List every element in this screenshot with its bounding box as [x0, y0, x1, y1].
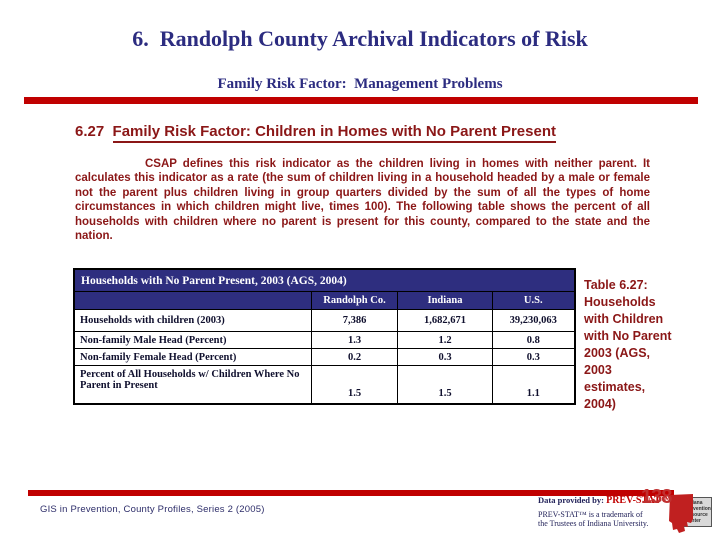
column-header-us: U.S.	[492, 291, 575, 310]
logo-line: Indiana	[685, 500, 703, 506]
data-provided-label: Data provided by:	[538, 495, 607, 505]
cell-value: 39,230,063	[492, 309, 575, 332]
column-header-blank	[73, 291, 312, 310]
prevstat-brand: PREV-STAT™	[606, 495, 671, 506]
cell-value: 0.2	[311, 348, 398, 366]
cell-value: 1.2	[397, 331, 493, 349]
footer-credit: Data provided by: PREV-STAT™ PREV-STAT™ …	[538, 495, 678, 528]
logo-line: Resource	[685, 512, 708, 518]
logo-line: Prevention	[685, 506, 711, 512]
table-row: Households with children (2003) 7,386 1,…	[73, 309, 575, 332]
trademark-line-2: the Trustees of Indiana University.	[538, 519, 649, 528]
households-table: Households with No Parent Present, 2003 …	[73, 268, 576, 405]
row-label: Non-family Female Head (Percent)	[73, 348, 312, 366]
table-header-row: Randolph Co. Indiana U.S.	[73, 291, 575, 310]
header-divider	[24, 97, 698, 104]
cell-value: 1,682,671	[397, 309, 493, 332]
table-title-row: Households with No Parent Present, 2003 …	[73, 268, 575, 292]
body-paragraph: CSAP defines this risk indicator as the …	[75, 158, 650, 243]
cell-value: 1.5	[311, 365, 398, 405]
trademark-line-1: PREV-STAT™ is a trademark of	[538, 510, 643, 519]
table-side-caption: Table 6.27: Households with Children wit…	[584, 278, 672, 411]
cell-value: 0.3	[492, 348, 575, 366]
cell-value: 1.5	[397, 365, 493, 405]
row-label: Households with children (2003)	[73, 309, 312, 332]
footer-series-note: GIS in Prevention, County Profiles, Seri…	[40, 504, 265, 515]
column-header-state: Indiana	[397, 291, 493, 310]
table-row: Non-family Male Head (Percent) 1.3 1.2 0…	[73, 331, 575, 349]
page-title: 6. Randolph County Archival Indicators o…	[132, 26, 588, 51]
column-header-county: Randolph Co.	[311, 291, 398, 310]
section-heading: 6.27 Family Risk Factor: Children in Hom…	[75, 123, 556, 143]
logo-line: Center	[685, 518, 701, 524]
data-provided-line: Data provided by: PREV-STAT™	[538, 495, 678, 506]
cell-value: 0.3	[397, 348, 493, 366]
cell-value: 1.3	[311, 331, 398, 349]
row-label: Percent of All Households w/ Children Wh…	[73, 365, 312, 405]
cell-value: 0.8	[492, 331, 575, 349]
table-row: Percent of All Households w/ Children Wh…	[73, 365, 575, 405]
cell-value: 7,386	[311, 309, 398, 332]
footer-divider	[28, 490, 674, 496]
section-number: 6.27	[75, 123, 105, 140]
page-subtitle: Family Risk Factor: Management Problems	[217, 76, 503, 92]
table-row: Non-family Female Head (Percent) 0.2 0.3…	[73, 348, 575, 366]
cell-value: 1.1	[492, 365, 575, 405]
table-title: Households with No Parent Present, 2003 …	[73, 268, 575, 292]
section-title: Family Risk Factor: Children in Homes wi…	[112, 123, 556, 143]
page-number: 138	[641, 486, 672, 508]
row-label: Non-family Male Head (Percent)	[73, 331, 312, 349]
iprc-logo: Indiana Prevention Resource Center	[666, 492, 714, 536]
indiana-state-icon	[669, 494, 693, 533]
